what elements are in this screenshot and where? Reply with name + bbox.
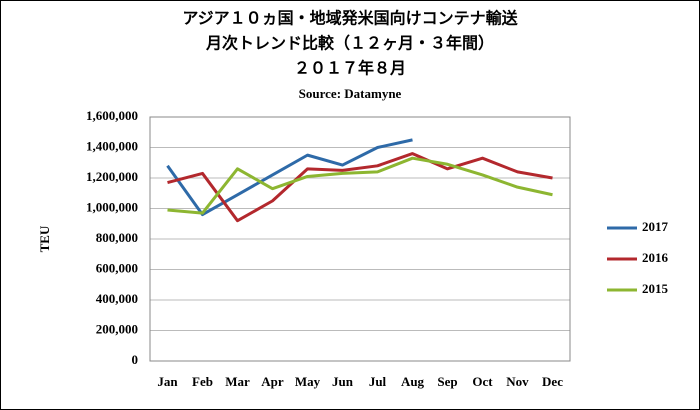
y-tick-label: 1,600,000 xyxy=(86,108,138,123)
y-tick-label: 400,000 xyxy=(96,291,138,306)
y-tick-label: 0 xyxy=(132,352,139,367)
x-tick-label: Dec xyxy=(542,374,563,389)
legend-label: 2015 xyxy=(642,281,669,296)
chart-subtitle: Source: Datamyne xyxy=(299,86,402,101)
series-line xyxy=(166,138,413,217)
y-tick-label: 200,000 xyxy=(96,321,138,336)
y-axis-label: TEU xyxy=(37,225,52,252)
x-tick-label: Jul xyxy=(369,374,387,389)
y-tick-label: 1,000,000 xyxy=(86,199,138,214)
legend-label: 2017 xyxy=(642,219,669,234)
x-tick-label: May xyxy=(295,374,321,389)
x-tick-label: Sep xyxy=(437,374,457,389)
chart-title: 月次トレンド比較（１２ヶ月・３年間） xyxy=(205,34,494,53)
y-tick-label: 600,000 xyxy=(96,260,138,275)
y-tick-label: 1,400,000 xyxy=(86,138,138,153)
x-tick-label: Nov xyxy=(506,374,529,389)
x-tick-label: Oct xyxy=(472,374,493,389)
y-tick-label: 800,000 xyxy=(96,230,138,245)
x-tick-label: Apr xyxy=(261,374,284,389)
series-line xyxy=(167,156,553,215)
series-line xyxy=(167,152,553,223)
legend-label: 2016 xyxy=(642,250,669,265)
plot-border xyxy=(149,116,571,362)
x-tick-label: Jan xyxy=(157,374,178,389)
chart-title: アジア１０ヵ国・地域発米国向けコンテナ輸送 xyxy=(182,9,518,28)
y-tick-label: 1,200,000 xyxy=(86,169,138,184)
x-tick-label: Aug xyxy=(401,374,425,389)
x-tick-label: Jun xyxy=(332,374,354,389)
x-tick-label: Feb xyxy=(192,374,213,389)
x-tick-label: Mar xyxy=(225,374,250,389)
chart-title: ２０１７年８月 xyxy=(294,59,406,78)
